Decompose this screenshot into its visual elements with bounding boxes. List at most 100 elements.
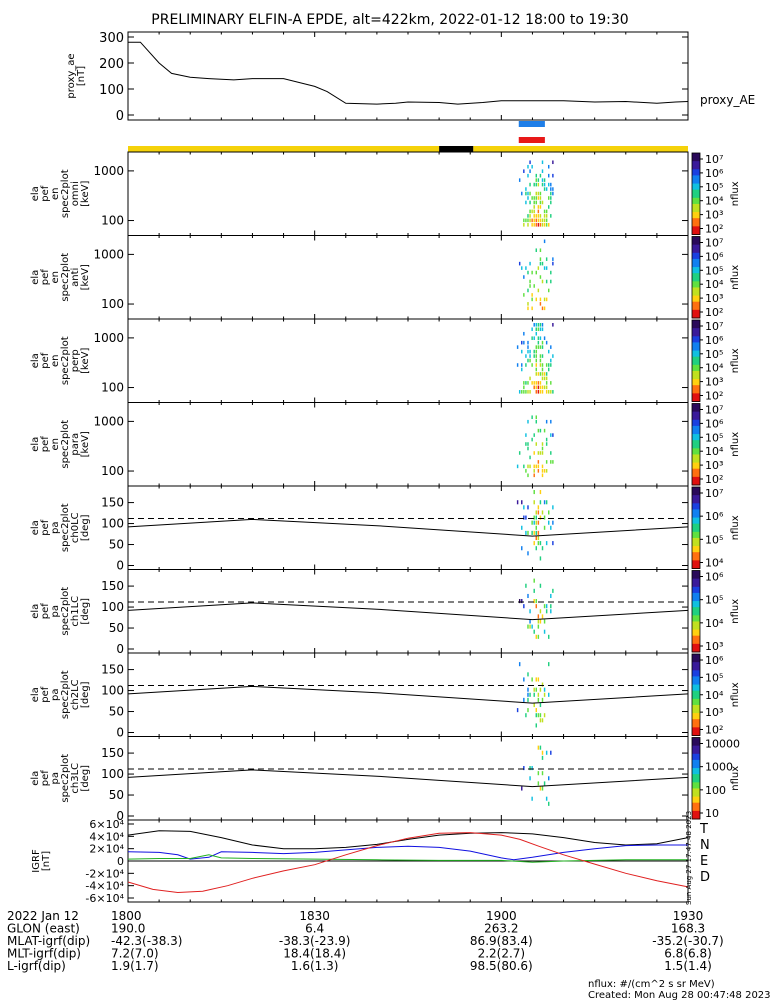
spectrogram-cell: [550, 525, 552, 530]
colorbar-segment: [692, 499, 700, 502]
proxy-ae-axis-label: [nT]: [76, 66, 87, 86]
annotation-row-value: 86.9(83.4): [470, 934, 533, 948]
spectrogram-cell: [529, 160, 531, 165]
colorbar-segment: [692, 690, 700, 694]
colorbar-segment: [692, 812, 700, 816]
panel-axis-label: ela: [30, 604, 41, 619]
spectrogram-cell: [541, 376, 544, 381]
spectrogram-cell: [550, 433, 552, 437]
spectrogram-cell: [539, 745, 542, 750]
igrf-component-label: T: [699, 822, 708, 837]
colorbar-segment: [692, 222, 700, 225]
colorbar-segment: [692, 169, 700, 172]
panel-axis-label: pef: [40, 352, 51, 369]
spectrogram-cell: [543, 692, 546, 697]
colorbar-segment: [692, 631, 700, 635]
colorbar-segment: [692, 588, 700, 592]
spectrogram-cell: [523, 331, 525, 336]
spectrogram-cell: [539, 261, 542, 266]
colorbar-segment: [692, 594, 700, 598]
spectrogram-cell: [531, 437, 533, 442]
colorbar-segment: [692, 611, 700, 614]
colorbar-segment: [692, 165, 700, 168]
spectrogram-cell: [533, 530, 535, 535]
y-tick-label: 4×10⁴: [89, 830, 124, 843]
colorbar-segment: [692, 482, 700, 486]
colorbar-segment: [692, 183, 700, 187]
spectrogram-cell: [525, 433, 527, 437]
spectrogram-cell: [533, 702, 535, 708]
spectrogram-cell: [537, 781, 540, 786]
colorbar-label: nflux: [730, 181, 741, 206]
colorbar-segment: [692, 315, 700, 319]
spectrogram-cell: [531, 796, 533, 801]
colorbar-segment: [692, 574, 700, 578]
spectrogram-cell: [531, 293, 533, 297]
colorbar-segment: [692, 368, 700, 372]
colorbar-segment: [692, 615, 700, 618]
panel-axis-label: ela: [30, 186, 41, 201]
spectrogram-cell: [537, 205, 540, 209]
spectrogram-cell: [539, 583, 542, 588]
spectrogram-cell: [537, 624, 540, 629]
igrf-series-line: [127, 832, 689, 894]
spectrogram-cell: [523, 464, 525, 469]
spectrogram-cell: [531, 336, 533, 340]
y-tick-label: 100: [101, 767, 124, 781]
annotation-row-value: 1800: [111, 909, 142, 923]
spectrogram-cell: [521, 340, 523, 345]
spectrogram-cell: [537, 619, 540, 624]
colorbar-segment: [692, 413, 700, 417]
annotation-row-value: 1930: [673, 909, 704, 923]
colorbar-segment: [692, 450, 700, 453]
spectrogram-cell: [541, 261, 544, 266]
colorbar-segment: [692, 305, 700, 309]
colorbar-segment: [692, 617, 700, 620]
colorbar-segment: [692, 377, 700, 380]
spectrogram-cell: [541, 178, 544, 182]
panel-axis-label: en: [50, 438, 61, 451]
spectrogram-cell: [521, 786, 523, 791]
pitch-angle-curve: [127, 769, 689, 788]
colorbar-segment: [692, 275, 700, 278]
spectrogram-cell: [527, 687, 529, 692]
colorbar-segment: [692, 226, 700, 229]
spectrogram-cell: [527, 593, 529, 599]
colorbar-segment: [692, 804, 700, 808]
spectrogram-cell: [525, 515, 527, 520]
panel-axis-label: en: [50, 355, 61, 368]
spectrogram-cell: [541, 385, 544, 390]
colorbar-tick-label: 10²: [705, 390, 723, 403]
colorbar-segment: [692, 702, 700, 706]
spectrogram-cell: [541, 469, 544, 473]
colorbar-segment: [692, 336, 700, 339]
spectrogram-cell: [531, 196, 533, 200]
spectrogram-cell: [537, 182, 540, 187]
colorbar-segment: [692, 706, 700, 710]
spectrogram-cell: [545, 604, 548, 609]
colorbar-segment: [692, 535, 700, 539]
colorbar-segment: [692, 641, 700, 645]
colorbar-segment: [692, 816, 700, 820]
colorbar-segment: [692, 607, 700, 610]
igrf-component-label: D: [700, 870, 710, 885]
colorbar-segment: [692, 456, 700, 460]
spectrogram-cell: [535, 223, 538, 227]
spectrogram-cell: [525, 266, 527, 270]
colorbar-segment: [692, 586, 700, 590]
colorbar-segment: [692, 505, 700, 508]
colorbar-segment: [692, 153, 700, 156]
colorbar-segment: [692, 599, 700, 602]
colorbar-segment: [692, 682, 700, 686]
colorbar-segment: [692, 686, 700, 690]
spectrogram-cell: [543, 469, 546, 473]
spectrogram-cell: [545, 214, 548, 218]
spectrogram-cell: [541, 323, 544, 327]
panel-axis-label: [keV]: [80, 431, 91, 457]
colorbar-segment: [692, 344, 700, 347]
y-tick-label: 2×10⁴: [89, 843, 124, 856]
colorbar-segment: [692, 544, 700, 547]
colorbar-segment: [692, 792, 700, 796]
colorbar-segment: [692, 313, 700, 317]
spectrogram-cell: [541, 218, 544, 223]
